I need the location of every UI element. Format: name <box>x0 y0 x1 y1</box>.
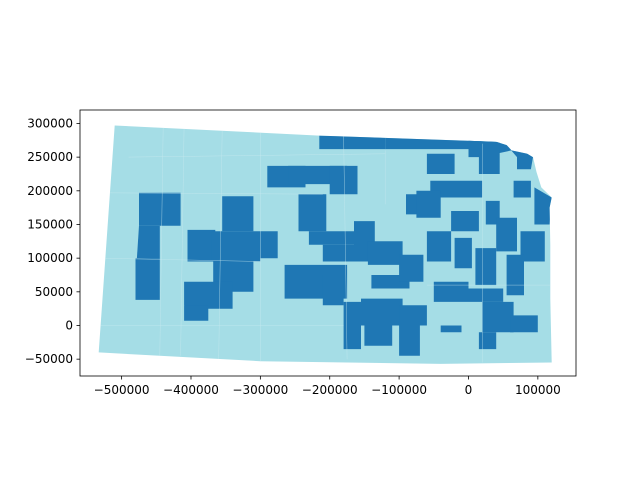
highlighted-district <box>534 187 552 225</box>
highlighted-district <box>322 244 358 262</box>
highlight-layer <box>135 135 552 356</box>
x-tick-label: −300000 <box>232 383 288 397</box>
y-tick-label: 300000 <box>27 116 73 130</box>
axes-frame <box>79 109 577 377</box>
highlighted-district <box>399 254 424 282</box>
y-tick-label: 50000 <box>35 285 73 299</box>
highlighted-district <box>454 237 472 269</box>
boundary-layer <box>98 125 551 363</box>
highlighted-district <box>385 136 512 154</box>
y-tick-label: −50000 <box>25 352 73 366</box>
highlighted-district <box>367 241 403 265</box>
highlighted-district <box>426 153 455 174</box>
highlighted-district <box>139 192 181 226</box>
y-tick-label: 150000 <box>27 217 73 231</box>
highlighted-district <box>506 254 524 296</box>
highlighted-district <box>308 231 354 245</box>
highlighted-district <box>468 140 500 174</box>
district-boundary <box>218 128 223 360</box>
district-boundary <box>180 125 185 356</box>
highlighted-district <box>184 305 209 321</box>
y-tick-label: 0 <box>65 318 73 332</box>
highlighted-district <box>343 301 361 350</box>
highlighted-district <box>322 275 344 306</box>
highlighted-district <box>399 325 420 356</box>
highlighted-district <box>430 180 483 198</box>
highlighted-district <box>399 305 427 326</box>
x-tick-label: 0 <box>465 383 473 397</box>
district-boundary <box>159 125 164 356</box>
highlighted-district <box>506 145 533 170</box>
x-tick-label: −100000 <box>371 383 427 397</box>
highlighted-district <box>184 281 233 309</box>
highlighted-district <box>329 165 358 195</box>
highlighted-district <box>440 325 462 333</box>
highlighted-district <box>298 194 327 232</box>
highlighted-district <box>416 190 441 218</box>
highlighted-district <box>260 231 278 259</box>
district-boundary <box>100 257 261 262</box>
district-boundary <box>128 153 386 158</box>
highlighted-district <box>222 196 254 232</box>
y-axis: −50000 0 50000 100000 150000 200000 250000 3000… <box>25 116 80 366</box>
highlighted-district <box>478 332 497 350</box>
highlighted-district <box>510 315 538 333</box>
highlighted-district <box>513 180 531 198</box>
y-tick-label: 250000 <box>27 150 73 164</box>
x-tick-label: −200000 <box>302 383 358 397</box>
x-axis: −500000 −400000 −300000 −200000 −100000 0 1000… <box>94 376 561 397</box>
highlighted-district <box>468 288 504 302</box>
highlighted-district <box>136 225 160 259</box>
highlighted-district <box>319 135 386 150</box>
plot-area <box>98 125 552 364</box>
highlighted-district <box>433 281 469 302</box>
highlighted-district <box>135 258 160 300</box>
highlighted-district <box>520 231 545 262</box>
highlighted-district <box>211 231 261 262</box>
highlighted-district <box>496 217 517 252</box>
x-tick-label: −500000 <box>94 383 150 397</box>
highlighted-district <box>426 231 452 262</box>
district-boundary <box>343 135 348 360</box>
x-tick-label: −400000 <box>163 383 219 397</box>
x-tick-label: 100000 <box>515 383 561 397</box>
district-boundary <box>100 192 323 195</box>
y-tick-label: 200000 <box>27 184 73 198</box>
highlighted-district <box>482 301 514 333</box>
highlighted-district <box>361 298 403 326</box>
highlighted-district <box>451 211 479 232</box>
y-tick-label: 100000 <box>27 251 73 265</box>
highlighted-district <box>475 248 497 286</box>
highlighted-district <box>364 325 393 346</box>
highlighted-district <box>187 229 216 262</box>
